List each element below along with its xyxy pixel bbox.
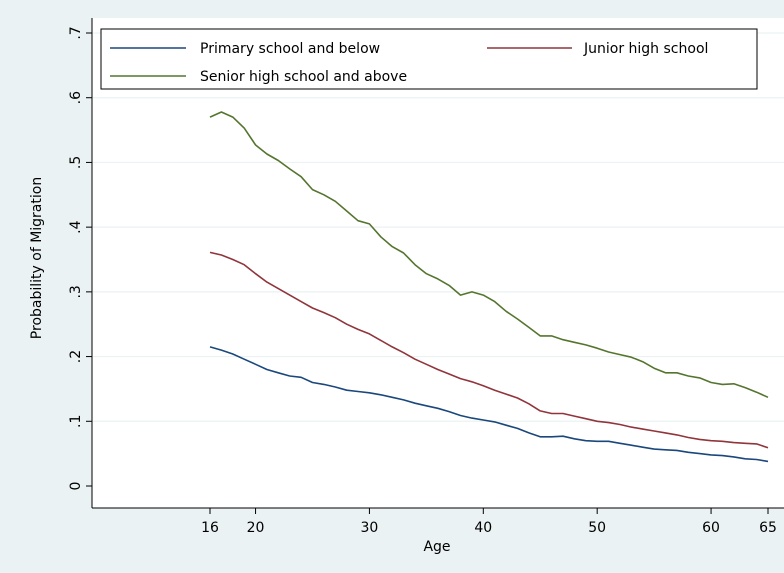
y-tick-label: .4 [68, 220, 84, 233]
y-tick-label: .3 [68, 285, 84, 298]
x-tick-label: 65 [759, 520, 777, 536]
y-axis-title: Probability of Migration [29, 177, 45, 339]
x-tick-label: 40 [474, 520, 492, 536]
x-tick-label: 20 [247, 520, 265, 536]
series-lines [209, 111, 769, 463]
legend-label-2: Junior high school [583, 41, 708, 57]
legend-box [100, 28, 758, 90]
x-tick-label: 30 [361, 520, 379, 536]
legend-label-1: Primary school and below [200, 41, 380, 57]
legend: Primary school and below Junior high scho… [100, 28, 758, 90]
x-tick-label: 60 [702, 520, 720, 536]
y-tick-label: .1 [68, 415, 84, 428]
y-tick-label: .7 [68, 26, 84, 39]
legend-label-3: Senior high school and above [200, 69, 407, 85]
y-tick-label: .6 [68, 91, 84, 104]
axes: 0 .1 .2 .3 .4 .5 .6 .7 16 20 30 40 50 60 65 [68, 18, 784, 536]
series-line-1 [209, 346, 769, 463]
plot-background [92, 18, 784, 508]
y-tick-label: 0 [68, 482, 84, 491]
x-axis-title: Age [423, 539, 450, 555]
y-tick-label: .5 [68, 156, 84, 169]
x-tick-label: 50 [588, 520, 606, 536]
series-line-2 [209, 251, 769, 449]
x-tick-label: 16 [201, 520, 219, 536]
series-line-3 [209, 111, 769, 399]
y-tick-label: .2 [68, 350, 84, 363]
